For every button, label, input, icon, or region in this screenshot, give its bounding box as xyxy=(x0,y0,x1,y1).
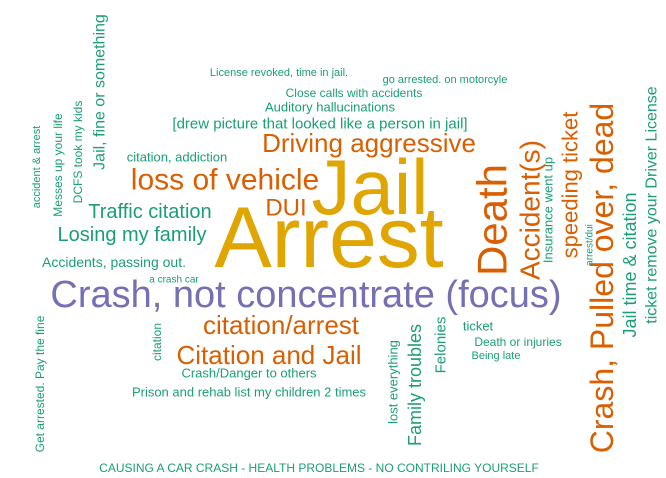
word: Citation and Jail xyxy=(177,340,362,370)
word: Arrest xyxy=(214,190,443,286)
word: lost everything xyxy=(386,340,401,424)
word: Jail time & citation xyxy=(620,192,640,337)
word: CAUSING A CAR CRASH - HEALTH PROBLEMS - … xyxy=(99,461,539,475)
word: Auditory hallucinations xyxy=(265,100,396,115)
word: Family troubles xyxy=(405,324,425,446)
word: a crash car xyxy=(149,275,199,286)
word: Jail, fine or something xyxy=(92,14,109,170)
word: Close calls with accidents xyxy=(286,86,423,100)
word: Losing my family xyxy=(58,224,207,246)
word: [drew picture that looked like a person … xyxy=(172,116,467,133)
word: Prison and rehab list my children 2 time… xyxy=(132,385,367,400)
word: citation, addiction xyxy=(127,150,227,165)
word: speeding ticket xyxy=(558,112,583,259)
word: citation/arrest xyxy=(203,310,360,340)
word: Crash, not concentrate (focus) xyxy=(50,274,561,316)
word: Crash, Pulled over, dead xyxy=(584,103,620,453)
word: Traffic citation xyxy=(88,201,211,223)
word: accident & arrest xyxy=(31,126,43,209)
word: Accident(s) xyxy=(515,140,546,280)
word: loss of vehicle xyxy=(131,164,319,197)
word: ticket xyxy=(463,319,494,334)
word: Jail xyxy=(311,143,428,231)
word: Accidents, passing out. xyxy=(42,254,186,270)
word: Driving aggressive xyxy=(262,128,476,158)
word: arrest/dui xyxy=(585,224,596,266)
word: Get arrested. Pay the fine xyxy=(33,315,47,452)
word: DCFS took my kids xyxy=(71,101,85,204)
word: Messes up your life xyxy=(51,113,65,217)
word: ticket remove your Driver License xyxy=(644,86,661,324)
word: citation xyxy=(150,323,164,361)
word: Crash/Danger to others xyxy=(181,366,317,381)
word: Being late xyxy=(472,350,521,362)
word: Insurance went up xyxy=(541,157,556,263)
word: DUI xyxy=(265,195,306,222)
word: Death or injuries xyxy=(474,335,561,349)
word: Felonies xyxy=(433,317,450,374)
word: License revoked, time in jail. xyxy=(210,67,348,79)
word: go arrested. on motorcyle xyxy=(383,74,508,86)
word: Death xyxy=(469,164,516,276)
